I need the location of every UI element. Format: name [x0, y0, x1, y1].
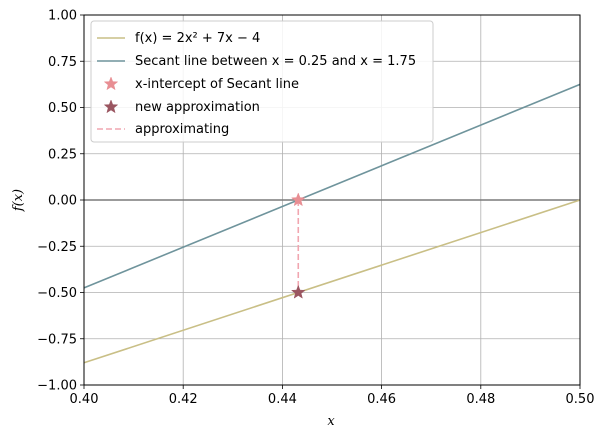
legend: f(x) = 2x² + 7x − 4 Secant line between … — [90, 20, 434, 143]
y-tick-label: 1.00 — [48, 9, 77, 24]
series-group — [83, 83, 581, 364]
legend-label-secant: Secant line between x = 0.25 and x = 1.7… — [135, 54, 416, 69]
x-tick-label: 0.48 — [466, 392, 495, 407]
y-tick-label: −0.25 — [37, 240, 77, 255]
y-axis-label: f(x) — [11, 189, 26, 212]
markers-group — [290, 192, 306, 299]
legend-swatch-approximation — [103, 99, 119, 114]
secant-line — [83, 83, 581, 289]
y-tick-label: 0.00 — [48, 194, 77, 209]
approximation-star — [290, 284, 306, 299]
x-tick-label: 0.40 — [70, 392, 99, 407]
function-line — [83, 199, 581, 364]
legend-label-intercept: x-intercept of Secant line — [135, 77, 299, 92]
y-tick-label: −0.50 — [37, 286, 77, 301]
x-tick-label: 0.50 — [566, 392, 595, 407]
y-tick-label: 0.50 — [48, 101, 77, 116]
x-tick-label: 0.46 — [367, 392, 396, 407]
axis-ticks: 0.40 0.42 0.44 0.46 0.48 0.50 1.00 0.75 0.50 0.25… — [37, 9, 594, 408]
x-axis-label: x — [327, 414, 335, 429]
legend-star-intercept — [103, 76, 119, 91]
y-tick-label: −1.00 — [37, 379, 77, 394]
x-tick-label: 0.42 — [169, 392, 198, 407]
x-tick-label: 0.44 — [268, 392, 297, 407]
legend-swatch-intercept — [103, 76, 119, 91]
y-tick-label: 0.25 — [48, 147, 77, 162]
legend-label-approximation: new approximation — [135, 100, 260, 115]
y-tick-label: 0.75 — [48, 55, 77, 70]
legend-box — [90, 20, 434, 143]
legend-label-function: f(x) = 2x² + 7x − 4 — [135, 31, 260, 46]
legend-label-approximating: approximating — [135, 122, 229, 137]
y-tick-label: −0.75 — [37, 332, 77, 347]
intercept-star — [290, 192, 306, 207]
legend-star-approximation — [103, 99, 119, 114]
